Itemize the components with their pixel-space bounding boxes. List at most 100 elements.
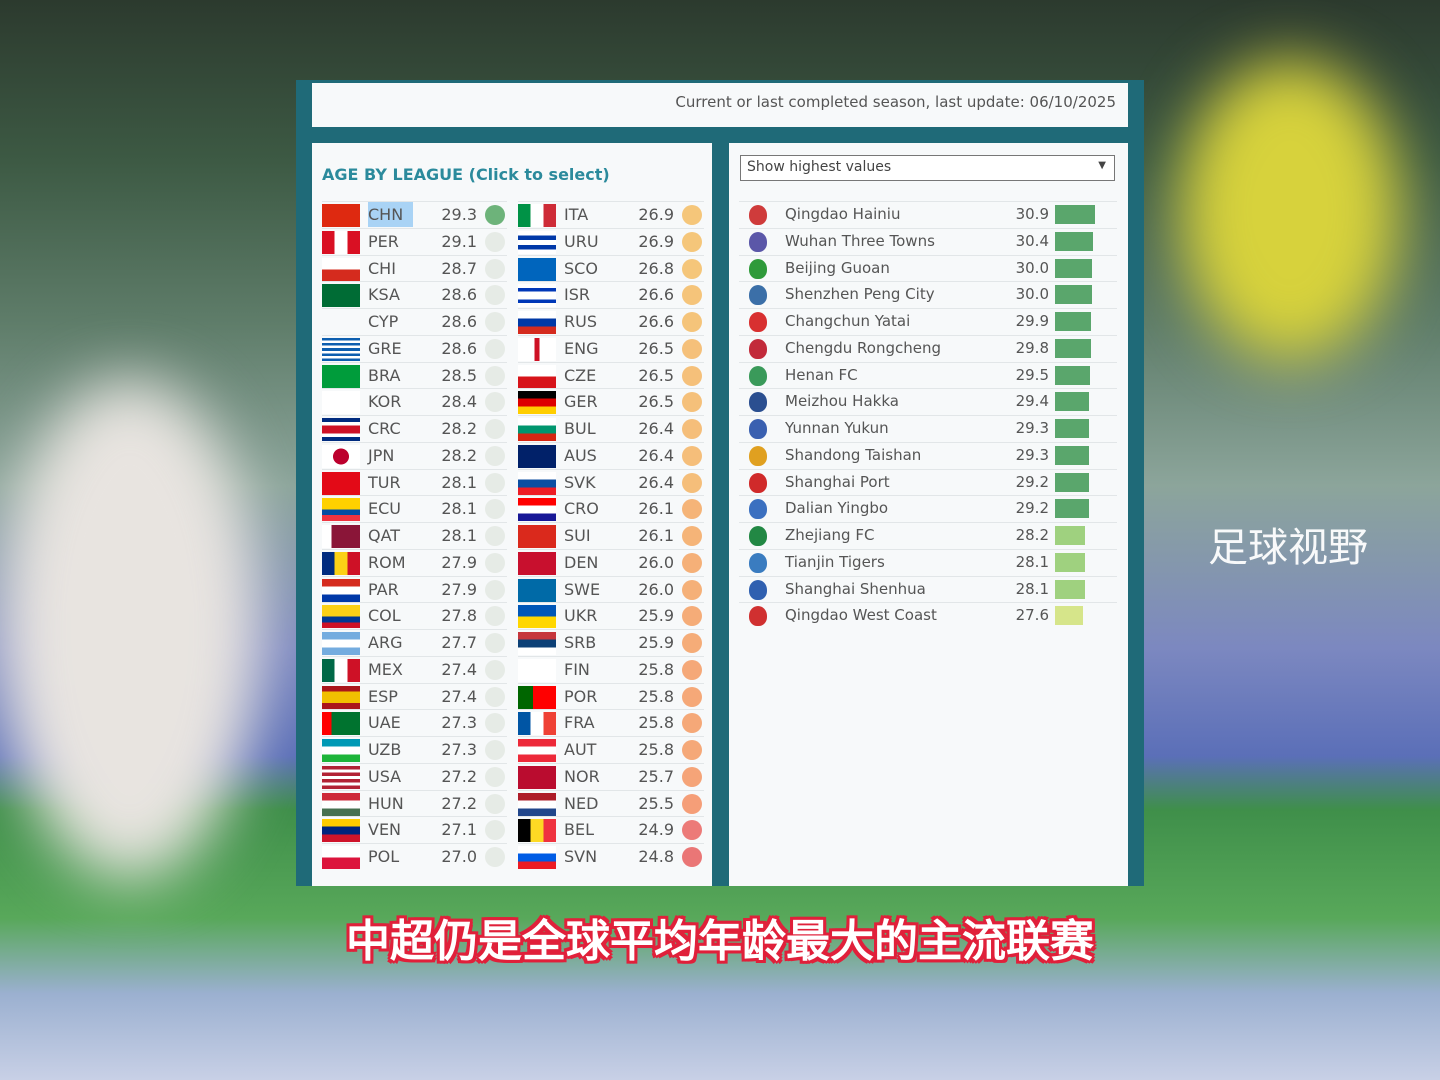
league-row-uzb[interactable]: UZB 27.3 — [322, 736, 507, 762]
league-row-por[interactable]: POR 25.8 — [518, 682, 704, 709]
team-row[interactable]: Tianjin Tigers 28.1 — [739, 548, 1117, 575]
team-age: 30.0 — [1015, 285, 1049, 304]
league-row-svn[interactable]: SVN 24.8 — [518, 843, 704, 869]
league-row-mex[interactable]: MEX 27.4 — [322, 655, 507, 682]
team-row[interactable]: Henan FC 29.5 — [739, 361, 1117, 388]
flag-icon — [518, 578, 556, 602]
team-row[interactable]: Shanghai Shenhua 28.1 — [739, 575, 1117, 602]
league-row-aut[interactable]: AUT 25.8 — [518, 736, 704, 762]
team-row[interactable]: Qingdao West Coast 27.6 — [739, 602, 1117, 628]
team-row[interactable]: Dalian Yingbo 29.2 — [739, 495, 1117, 521]
league-row-bel[interactable]: BEL 24.9 — [518, 816, 704, 843]
league-row-uru[interactable]: URU 26.9 — [518, 227, 704, 254]
league-row-svk[interactable]: SVK 26.4 — [518, 468, 704, 495]
league-row-ecu[interactable]: ECU 28.1 — [322, 495, 507, 522]
league-row-hun[interactable]: HUN 27.2 — [322, 789, 507, 816]
league-row-uae[interactable]: UAE 27.3 — [322, 709, 507, 736]
league-row-den[interactable]: DEN 26.0 — [518, 548, 704, 575]
league-row-rom[interactable]: ROM 27.9 — [322, 548, 507, 575]
age-bar — [1055, 205, 1095, 224]
league-row-cro[interactable]: CRO 26.1 — [518, 495, 704, 522]
league-row-par[interactable]: PAR 27.9 — [322, 575, 507, 602]
league-row-nor[interactable]: NOR 25.7 — [518, 762, 704, 789]
league-row-swe[interactable]: SWE 26.0 — [518, 575, 704, 602]
league-row-fra[interactable]: FRA 25.8 — [518, 709, 704, 736]
league-row-per[interactable]: PER 29.1 — [322, 227, 507, 254]
team-row[interactable]: Qingdao Hainiu 30.9 — [739, 201, 1117, 227]
league-row-srb[interactable]: SRB 25.9 — [518, 629, 704, 655]
league-row-ven[interactable]: VEN 27.1 — [322, 816, 507, 843]
team-row[interactable]: Meizhou Hakka 29.4 — [739, 388, 1117, 414]
flag-icon — [322, 712, 360, 736]
team-row[interactable]: Shandong Taishan 29.3 — [739, 441, 1117, 468]
team-row[interactable]: Yunnan Yukun 29.3 — [739, 415, 1117, 441]
flag-icon — [322, 605, 360, 629]
league-row-bul[interactable]: BUL 26.4 — [518, 415, 704, 441]
team-row[interactable]: Zhejiang FC 28.2 — [739, 522, 1117, 548]
league-row-isr[interactable]: ISR 26.6 — [518, 281, 704, 308]
league-row-chi[interactable]: CHI 28.7 — [322, 254, 507, 281]
flag-icon — [518, 658, 556, 682]
team-row[interactable]: Wuhan Three Towns 30.4 — [739, 227, 1117, 254]
league-row-sui[interactable]: SUI 26.1 — [518, 522, 704, 548]
league-row-pol[interactable]: POL 27.0 — [322, 843, 507, 869]
league-row-ksa[interactable]: KSA 28.6 — [322, 281, 507, 308]
flag-icon — [518, 337, 556, 361]
age-bar — [1055, 258, 1092, 278]
league-row-jpn[interactable]: JPN 28.2 — [322, 441, 507, 468]
team-name: Shanghai Shenhua — [785, 579, 926, 598]
league-row-qat[interactable]: QAT 28.1 — [322, 522, 507, 548]
league-row-tur[interactable]: TUR 28.1 — [322, 468, 507, 495]
team-name: Zhejiang FC — [785, 526, 875, 544]
league-row-arg[interactable]: ARG 27.7 — [322, 629, 507, 655]
team-badge-icon — [749, 392, 767, 413]
league-row-cze[interactable]: CZE 26.5 — [518, 361, 704, 388]
league-code: ARG — [368, 633, 403, 652]
average-age: 26.4 — [638, 472, 674, 492]
team-age: 27.6 — [1015, 606, 1049, 625]
team-row[interactable]: Beijing Guoan 30.0 — [739, 254, 1117, 281]
league-code: BUL — [564, 419, 596, 438]
league-row-ita[interactable]: ITA 26.9 — [518, 201, 704, 227]
team-name: Shandong Taishan — [785, 445, 922, 464]
average-age: 25.9 — [638, 606, 674, 626]
league-row-chn[interactable]: CHN 29.3 — [322, 201, 507, 227]
flag-icon — [518, 364, 556, 388]
league-row-cyp[interactable]: CYP 28.6 — [322, 308, 507, 334]
league-row-col[interactable]: COL 27.8 — [322, 602, 507, 629]
league-row-sco[interactable]: SCO 26.8 — [518, 254, 704, 281]
league-row-usa[interactable]: USA 27.2 — [322, 762, 507, 789]
average-age: 27.8 — [441, 606, 477, 626]
league-row-rus[interactable]: RUS 26.6 — [518, 308, 704, 334]
league-row-ger[interactable]: GER 26.5 — [518, 388, 704, 415]
sort-dropdown[interactable]: Show highest values ▼ — [740, 155, 1115, 181]
age-bar — [1055, 338, 1091, 358]
league-row-esp[interactable]: ESP 27.4 — [322, 682, 507, 709]
league-code: COL — [368, 606, 401, 626]
league-row-gre[interactable]: GRE 28.6 — [322, 334, 507, 361]
flag-icon — [322, 632, 360, 655]
team-row[interactable]: Shanghai Port 29.2 — [739, 468, 1117, 495]
league-row-ned[interactable]: NED 25.5 — [518, 789, 704, 816]
age-indicator-dot — [485, 659, 505, 680]
team-row[interactable]: Shenzhen Peng City 30.0 — [739, 281, 1117, 307]
league-row-fin[interactable]: FIN 25.8 — [518, 655, 704, 682]
team-name: Wuhan Three Towns — [785, 231, 935, 250]
age-indicator-dot — [485, 338, 505, 359]
team-row[interactable]: Changchun Yatai 29.9 — [739, 308, 1117, 334]
league-row-aus[interactable]: AUS 26.4 — [518, 441, 704, 468]
league-row-kor[interactable]: KOR 28.4 — [322, 388, 507, 415]
team-badge-icon — [749, 365, 767, 386]
league-row-bra[interactable]: BRA 28.5 — [322, 361, 507, 388]
league-row-eng[interactable]: ENG 26.5 — [518, 334, 704, 361]
age-indicator-dot — [485, 633, 505, 653]
age-indicator-dot — [682, 312, 702, 332]
age-indicator-dot — [485, 205, 505, 225]
league-row-crc[interactable]: CRC 28.2 — [322, 415, 507, 441]
team-row[interactable]: Chengdu Rongcheng 29.8 — [739, 334, 1117, 361]
league-row-ukr[interactable]: UKR 25.9 — [518, 602, 704, 629]
age-by-league-panel: AGE BY LEAGUE (Click to select) CHN 29.3 P… — [312, 143, 712, 886]
flag-icon — [322, 578, 360, 602]
average-age: 28.4 — [441, 392, 477, 412]
league-code: BEL — [564, 820, 594, 840]
